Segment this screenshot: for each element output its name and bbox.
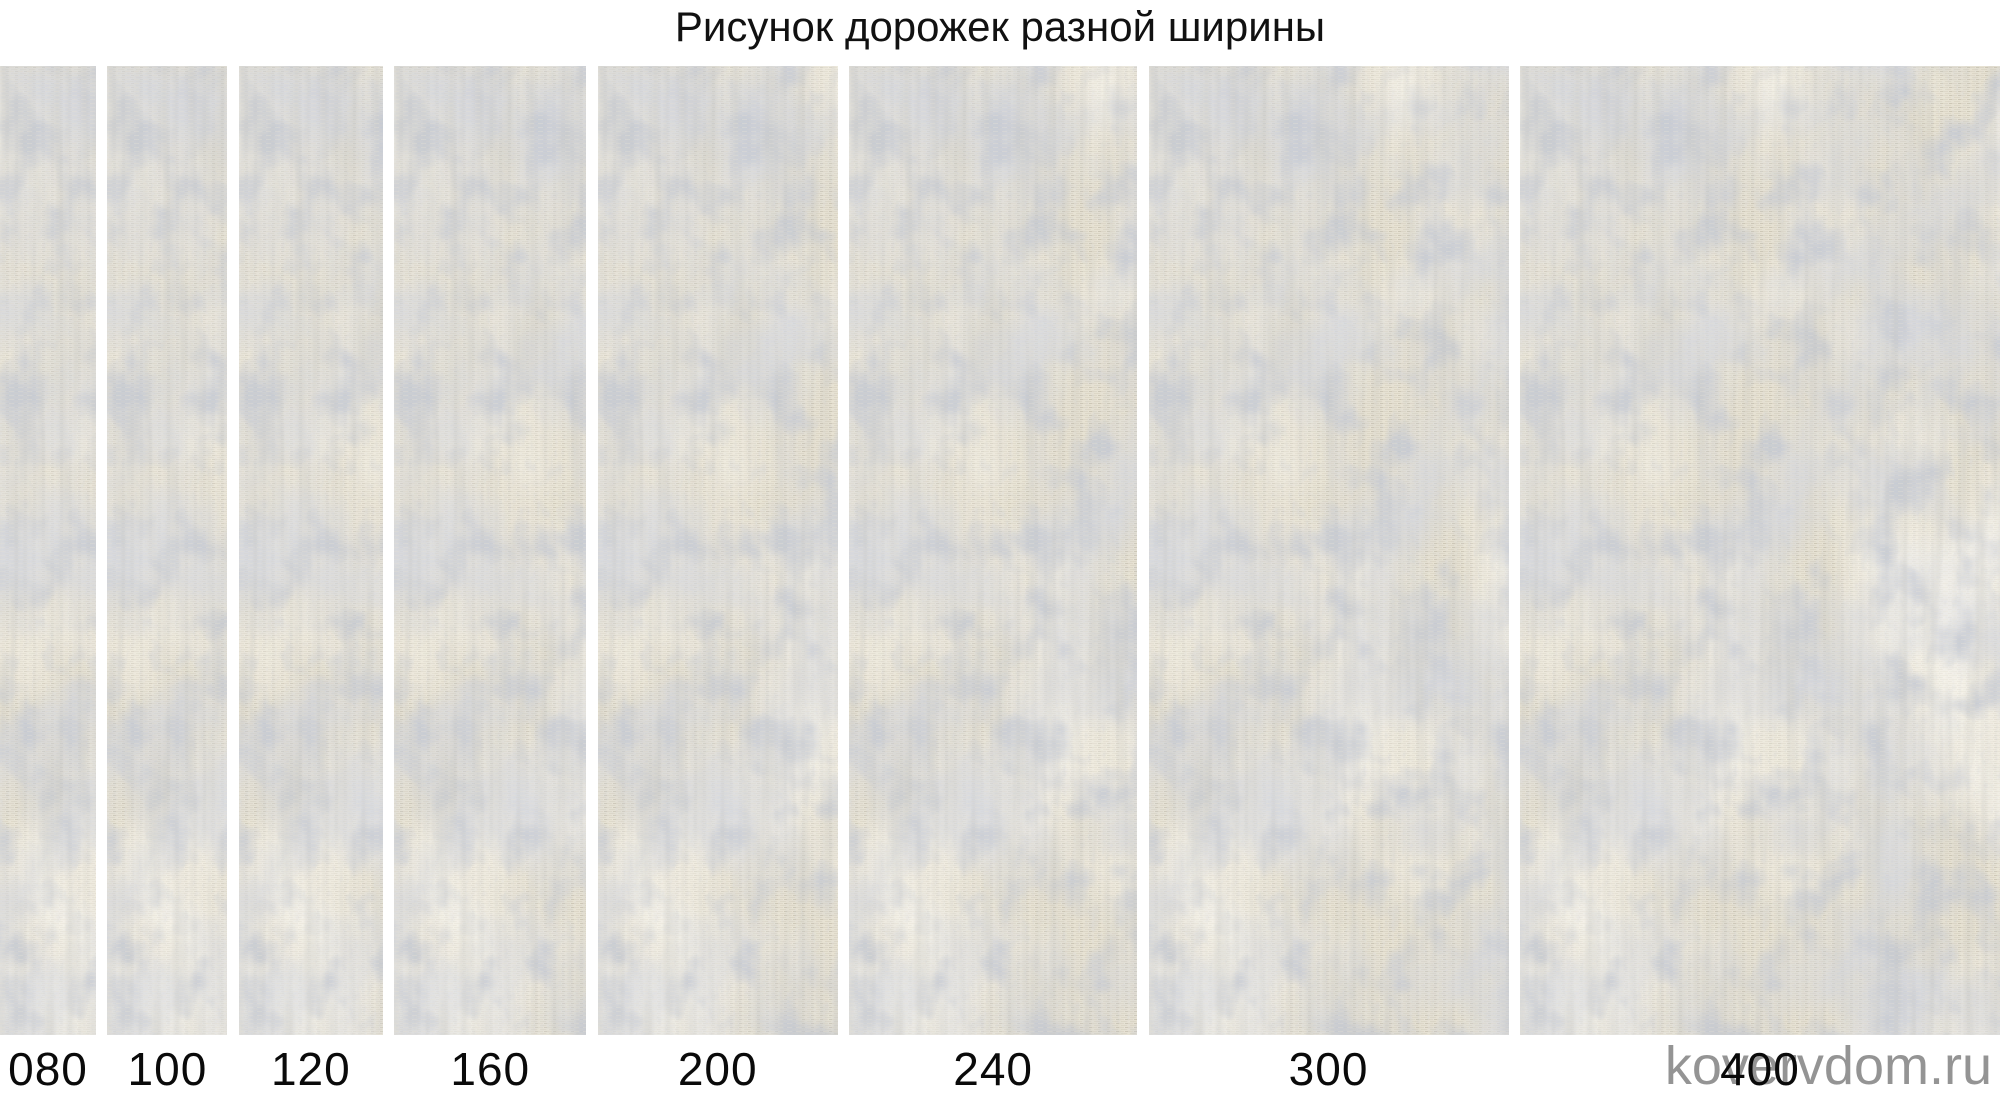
carpet-strip-image (1148, 66, 1509, 1035)
carpet-texture (0, 66, 96, 1035)
strip-120: 120 (238, 66, 383, 1095)
carpet-texture (238, 66, 383, 1035)
strip-width-label: 080 (8, 1043, 88, 1095)
strip-160: 160 (394, 66, 587, 1095)
carpet-texture (597, 66, 838, 1035)
strip-080: 080 (0, 66, 96, 1092)
carpet-texture (849, 66, 1138, 1035)
strip-width-label: 120 (270, 1043, 351, 1095)
strip-400: 400 (1519, 66, 2000, 1095)
strip-300: 300 (1148, 66, 1509, 1095)
page-title: Рисунок дорожек разной ширины (674, 3, 1326, 50)
strip-width-label: 400 (1720, 1043, 1800, 1095)
carpet-strip-image (394, 66, 587, 1035)
carpet-texture (1148, 66, 1509, 1035)
strips-row: 080 100 120 160 (0, 66, 2000, 1092)
carpet-strip-image (238, 66, 383, 1035)
carpet-texture (394, 66, 587, 1035)
strip-width-label: 240 (953, 1043, 1033, 1095)
strip-width-label: 300 (1288, 1043, 1369, 1095)
carpet-texture (107, 66, 228, 1035)
watermark: kovervdom.ru (1664, 1036, 1992, 1096)
carpet-strip-image (107, 66, 228, 1035)
carpet-strip-image (0, 66, 96, 1035)
strip-width-label: 100 (127, 1043, 208, 1095)
strip-width-label: 200 (677, 1043, 758, 1095)
carpet-strip-image (849, 66, 1138, 1035)
carpet-strip-image (597, 66, 838, 1035)
strip-width-label: 160 (450, 1043, 531, 1095)
carpet-texture (1519, 66, 2000, 1035)
strip-240: 240 (849, 66, 1138, 1095)
carpet-strip-image (1519, 66, 2000, 1035)
strip-100: 100 (107, 66, 228, 1095)
strip-200: 200 (597, 66, 838, 1095)
